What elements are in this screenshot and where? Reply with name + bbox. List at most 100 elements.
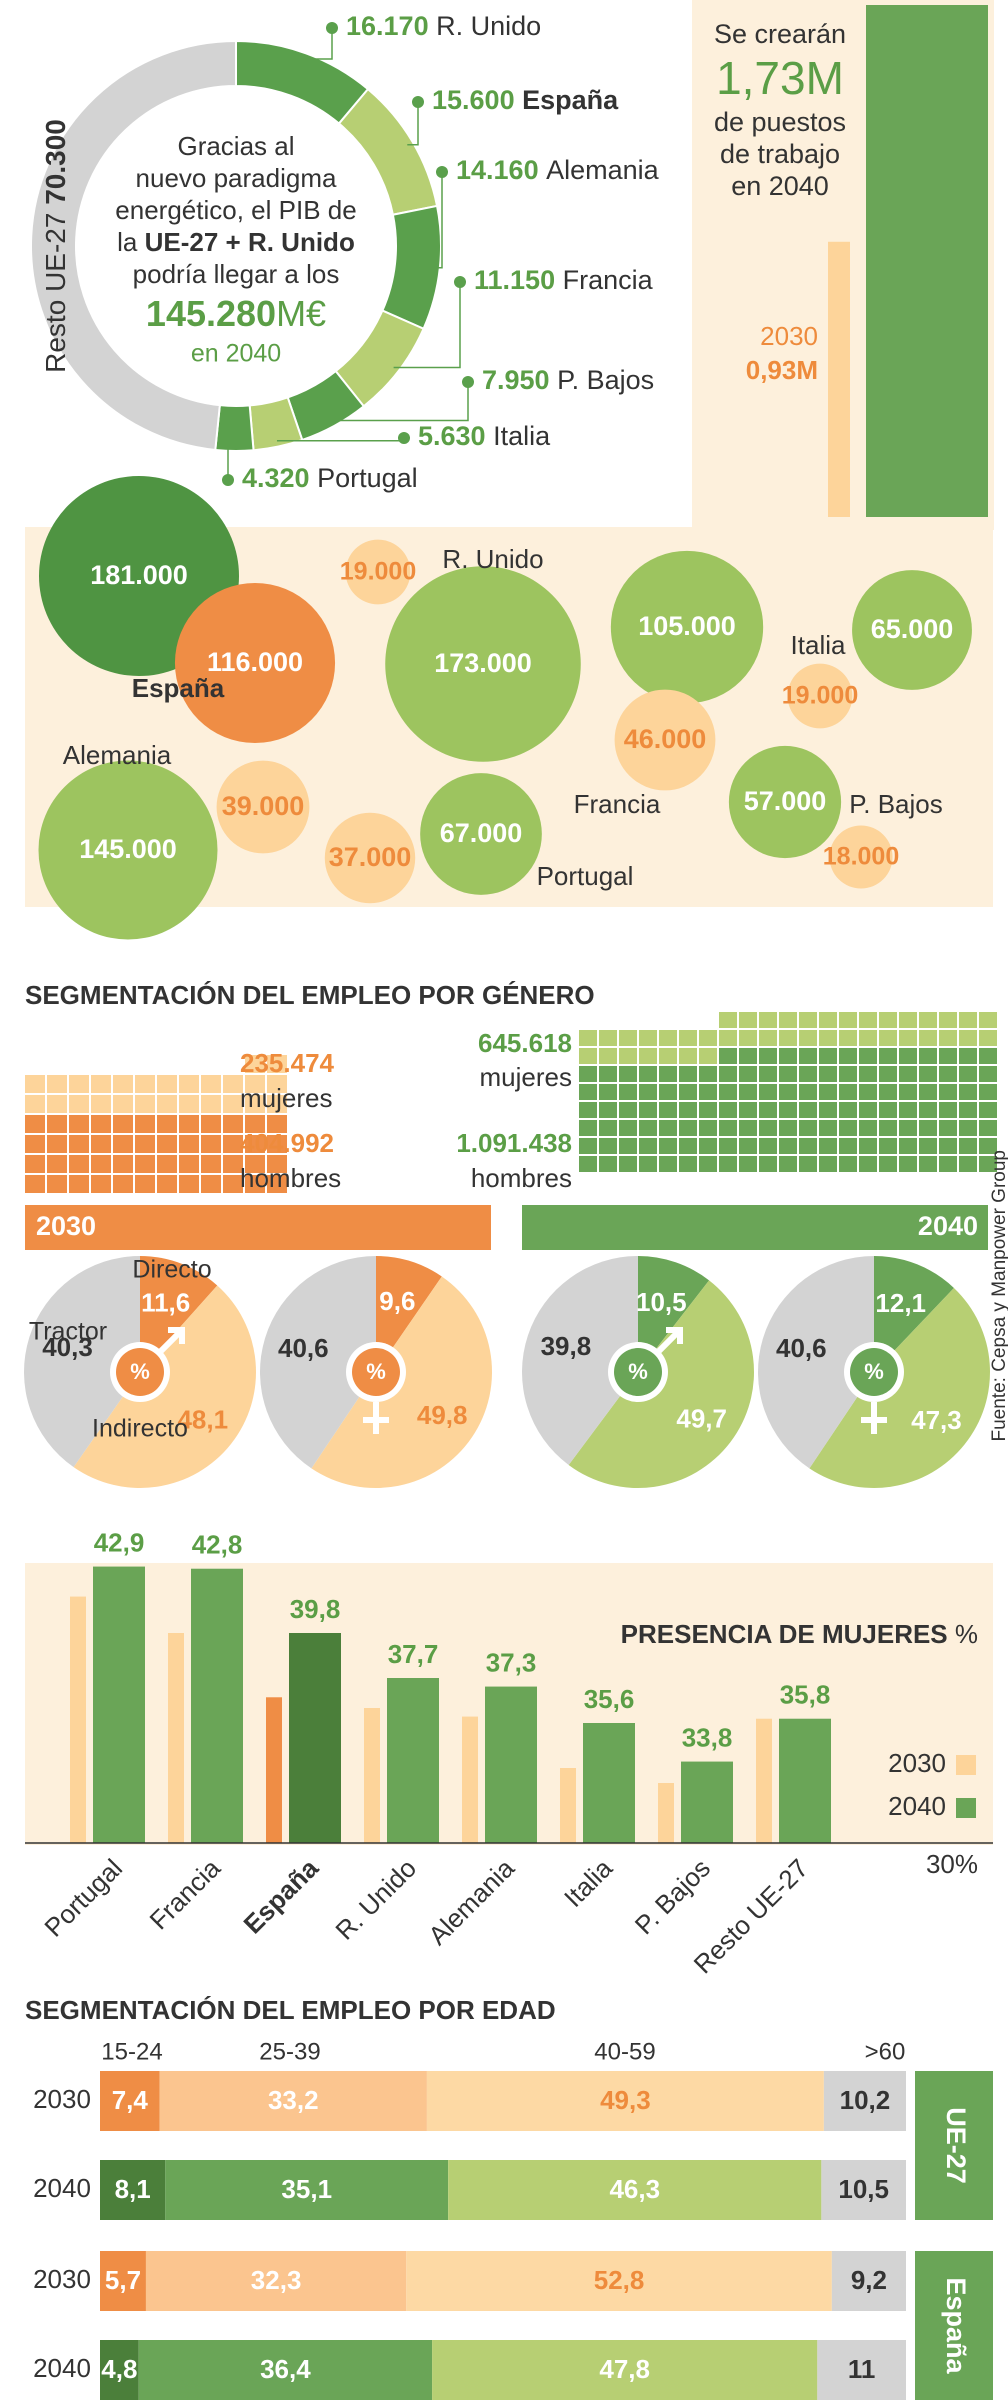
waffle-cell-2040: [839, 1012, 857, 1028]
bar-value-label: 42,8: [192, 1530, 243, 1560]
waffle-cell-2040: [679, 1048, 697, 1064]
women-count-2040: 645.618: [478, 1028, 572, 1058]
waffle-cell-2040: [839, 1066, 857, 1082]
waffle-cell-2040: [639, 1030, 657, 1046]
waffle-cell-2040: [699, 1102, 717, 1118]
waffle-cell-2040: [659, 1048, 677, 1064]
bubble-value: 18.000: [823, 843, 899, 871]
waffle-cell-2040: [579, 1084, 597, 1100]
callout-value: 14.160: [456, 155, 546, 185]
waffle-cell-2040: [779, 1084, 797, 1100]
waffle-cell-2040: [939, 1030, 957, 1046]
waffle-cell-2030: [245, 1175, 265, 1193]
callout-name: Italia: [493, 421, 551, 451]
waffle-cell-2040: [739, 1102, 757, 1118]
bubble: [787, 663, 853, 729]
jobs-year-2030: 2030: [760, 321, 818, 351]
age-segment: [100, 2160, 166, 2220]
bubble-value: 116.000: [207, 647, 303, 677]
waffle-cell-2040: [799, 1048, 817, 1064]
waffle-cell-2040: [899, 1102, 917, 1118]
waffle-cell-2030: [201, 1075, 221, 1093]
bar-value-label: 35,6: [584, 1684, 635, 1714]
waffle-cell-2040: [619, 1102, 637, 1118]
waffle-cell-2040: [599, 1156, 617, 1172]
waffle-cell-2040: [659, 1066, 677, 1082]
callout-name: Portugal: [317, 463, 418, 493]
age-row-year: 2030: [33, 2264, 91, 2294]
gender-symbol-core: [850, 1348, 898, 1396]
callout-line: [227, 444, 235, 480]
waffle-cell-2040: [779, 1048, 797, 1064]
waffle-cell-2040: [839, 1030, 857, 1046]
waffle-cell-2040: [639, 1048, 657, 1064]
waffle-cell-2030: [245, 1155, 265, 1173]
waffle-cell-2030: [223, 1155, 243, 1173]
jobs-line: en 2040: [731, 171, 829, 201]
source-note: Fuente: Cepsa y Manpower Group: [989, 1150, 1008, 1442]
waffle-cell-2040: [939, 1156, 957, 1172]
bubble: [38, 760, 218, 940]
jobs-line: Se crearán: [714, 19, 846, 49]
waffle-cell-2040: [699, 1156, 717, 1172]
donut-center-text-part: la: [117, 227, 144, 257]
waffle-cell-2040: [659, 1120, 677, 1136]
waffle-cell-2040: [679, 1102, 697, 1118]
bar-2040: [93, 1566, 145, 1843]
gender-pct-symbol: %: [628, 1359, 648, 1384]
callout-value: 7.950: [482, 365, 557, 395]
waffle-cell-2040: [759, 1138, 777, 1154]
age-segment-value: 5,7: [105, 2265, 141, 2295]
bar-value-label: 39,8: [290, 1594, 341, 1624]
waffle-cell-2030: [201, 1135, 221, 1153]
gender-pie-slice: [260, 1256, 376, 1469]
age-segment-value: 36,4: [260, 2354, 311, 2384]
gender-pie-slice: [757, 1256, 874, 1469]
waffle-cell-2040: [979, 1084, 997, 1100]
gender-pie-value: 49,7: [676, 1403, 727, 1433]
callout-name: R. Unido: [436, 11, 541, 41]
bubble-value: 181.000: [90, 560, 188, 590]
waffle-cell-2040: [959, 1102, 977, 1118]
age-segment-value: 32,3: [251, 2265, 302, 2295]
jobs-value-2040: 1,73M: [716, 52, 844, 104]
waffle-cell-2040: [859, 1048, 877, 1064]
waffle-cell-2040: [959, 1120, 977, 1136]
bubble: [324, 812, 416, 904]
waffle-cell-2030: [91, 1175, 111, 1193]
bubble-country-label: Francia: [574, 789, 661, 819]
waffle-cell-2040: [699, 1048, 717, 1064]
waffle-cell-2040: [739, 1030, 757, 1046]
waffle-cell-2040: [679, 1120, 697, 1136]
male-icon: [158, 1327, 185, 1354]
bubble-country-label: R. Unido: [442, 544, 543, 574]
waffle-cell-2040: [579, 1138, 597, 1154]
gender-pie-slice: [809, 1287, 991, 1489]
bubble: [420, 773, 542, 895]
waffle-cell-2030: [25, 1175, 45, 1193]
waffle-cell-2030: [267, 1075, 287, 1093]
waffle-cell-2030: [47, 1175, 67, 1193]
waffle-cell-2030: [25, 1155, 45, 1173]
waffle-cell-2040: [879, 1048, 897, 1064]
waffle-cell-2040: [939, 1120, 957, 1136]
waffle-cell-2040: [879, 1084, 897, 1100]
gender-pie-value: 40,6: [776, 1333, 827, 1363]
waffle-cell-2040: [719, 1066, 737, 1082]
bar-category-label: R. Unido: [329, 1853, 422, 1946]
age-group-tag: [915, 2071, 993, 2220]
pie-label-tractor: Tractor: [29, 1318, 107, 1346]
gender-symbol-core: [352, 1348, 400, 1396]
age-category-label: 40-59: [594, 2038, 655, 2065]
age-row-year: 2030: [33, 2084, 91, 2114]
waffle-cell-2030: [135, 1115, 155, 1133]
bar-value-label: 42,9: [94, 1527, 145, 1557]
bar-value-label: 35,8: [780, 1680, 831, 1710]
waffle-cell-2030: [157, 1115, 177, 1133]
waffle-cell-2040: [939, 1012, 957, 1028]
waffle-cell-2040: [919, 1156, 937, 1172]
waffle-cell-2030: [201, 1095, 221, 1113]
gender-title: SEGMENTACIÓN DEL EMPLEO POR GÉNERO: [25, 980, 595, 1010]
gender-pct-symbol: %: [366, 1359, 386, 1384]
waffle-cell-2030: [113, 1075, 133, 1093]
